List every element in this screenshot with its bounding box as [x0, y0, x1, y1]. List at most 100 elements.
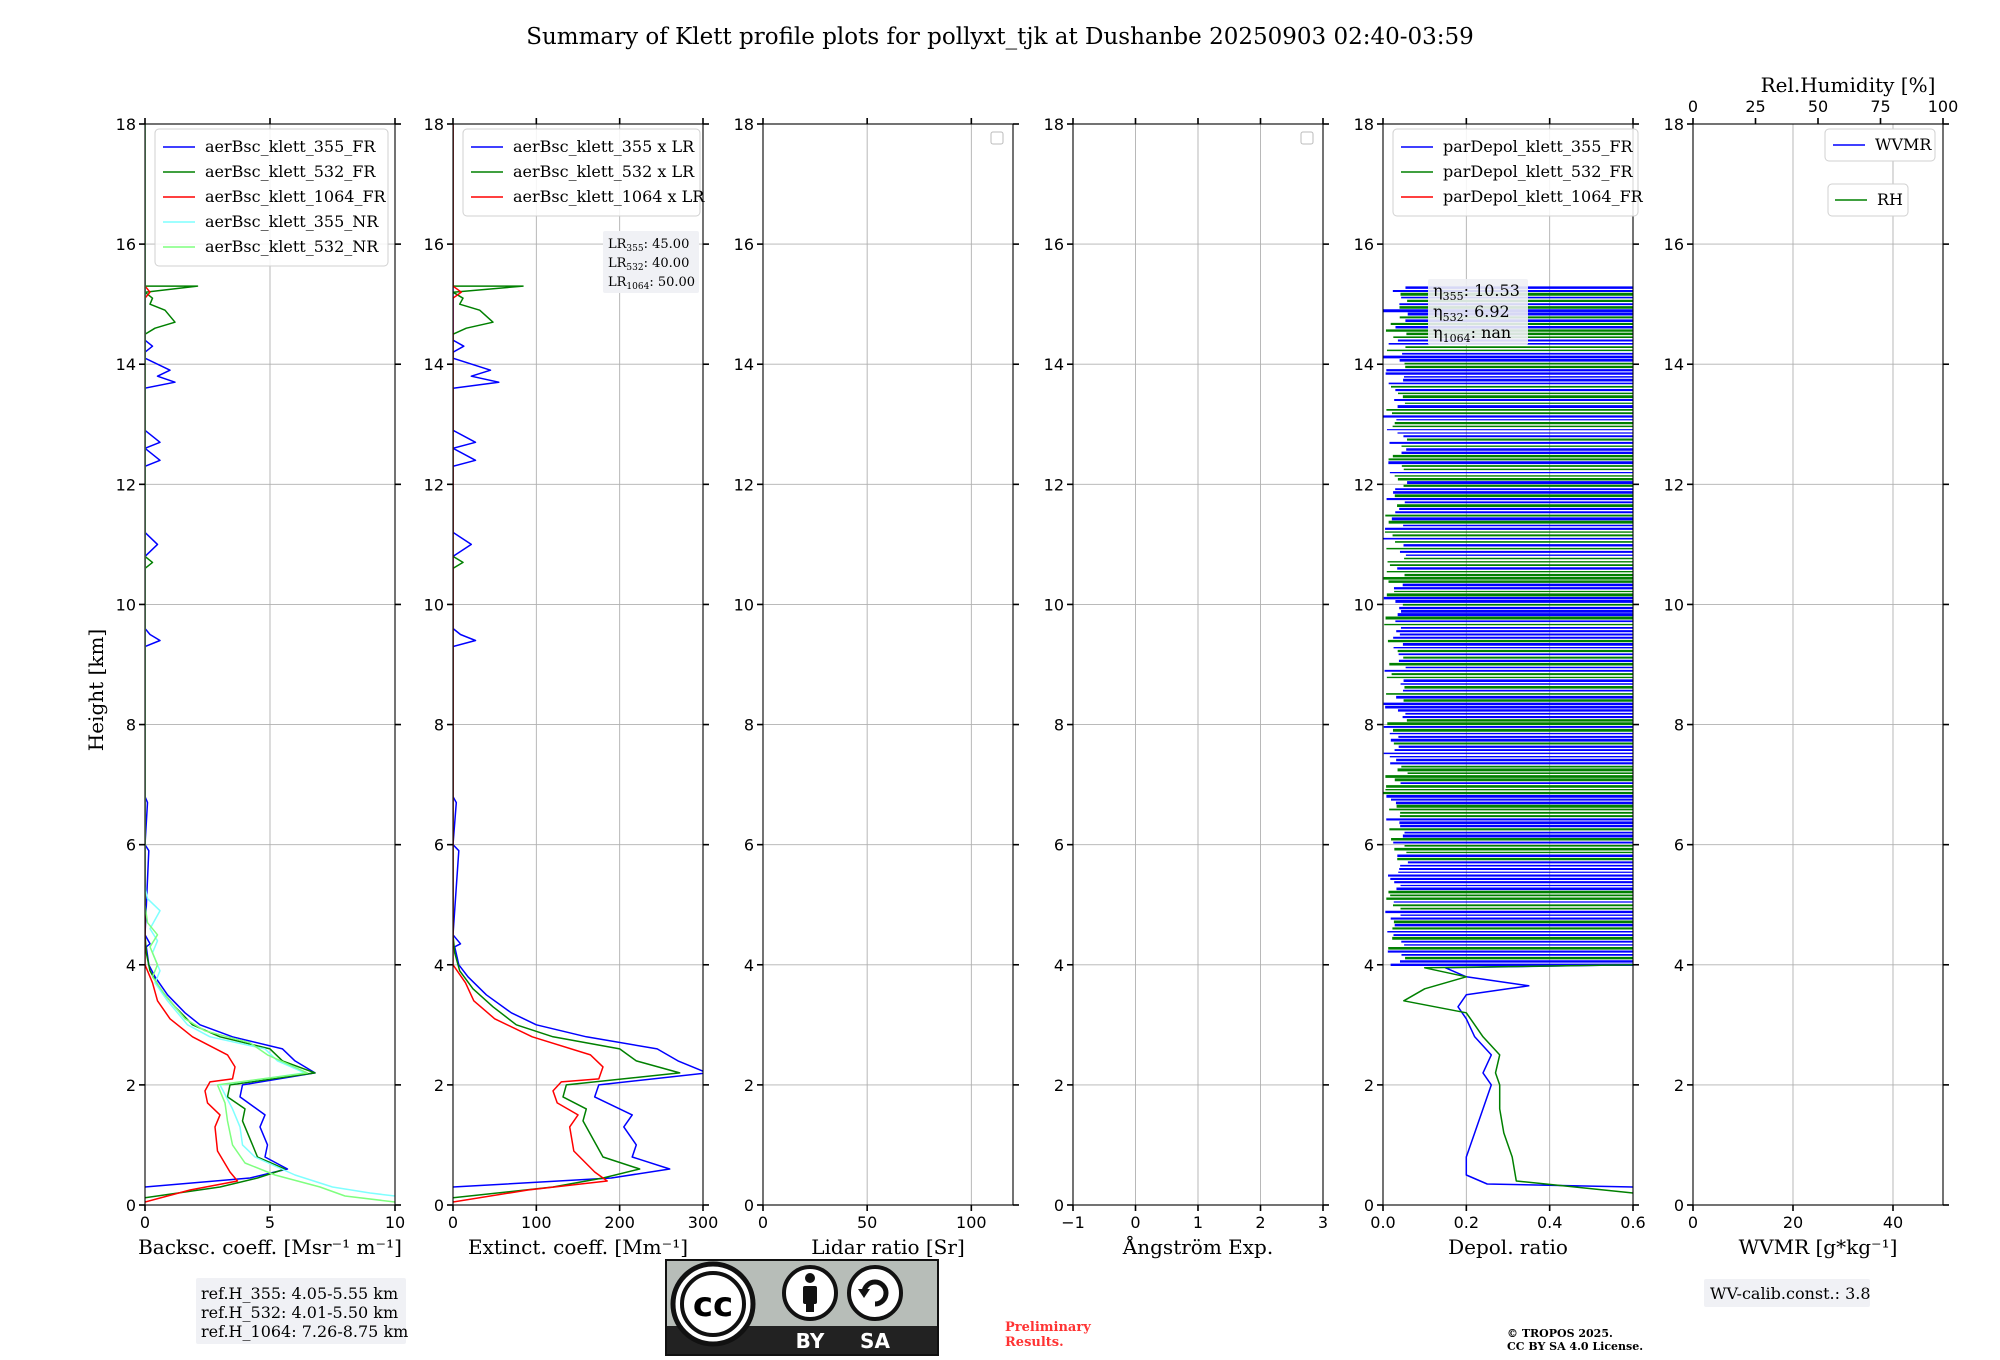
x-tick-label: 10: [385, 1213, 405, 1232]
y-tick-label: 10: [734, 595, 754, 614]
axes-frame: [452, 123, 704, 1206]
y-tick-label: 6: [1364, 836, 1374, 855]
y-tick-label: 16: [424, 235, 444, 254]
y-tick-label: 18: [1044, 115, 1064, 134]
y-tick-label: 16: [1664, 235, 1684, 254]
y-tick-label: 4: [434, 956, 444, 975]
y-tick-label: 0: [126, 1196, 136, 1215]
x-axis-label: Extinct. coeff. [Mm⁻¹]: [468, 1235, 688, 1259]
y-tick-label: 16: [1044, 235, 1064, 254]
x-axis-label: Backsc. coeff. [Msr⁻¹ m⁻¹]: [138, 1235, 402, 1259]
panel-3: 0 2 4 6 8 10 12 14 16 18 0 50 100 Lidar ratio [Sr]: [734, 115, 1019, 1259]
y-tick-label: 8: [1054, 716, 1064, 735]
legend: WVMR RH: [1824, 128, 1936, 217]
x-tick-label: 0.6: [1620, 1213, 1645, 1232]
x-tick-label: 1: [1193, 1213, 1203, 1232]
y-tick-label: 16: [734, 235, 754, 254]
y-tick-label: 14: [734, 355, 754, 374]
attribution-icon: [782, 1265, 838, 1321]
annotation-box: [1428, 279, 1528, 345]
x-axis-label: WVMR [g*kg⁻¹]: [1739, 1235, 1898, 1259]
legend-box-rh: [1827, 183, 1909, 217]
x-tick-label: 0.4: [1537, 1213, 1562, 1232]
top-x-tick-label: 100: [1928, 97, 1959, 116]
x-axis-label: Lidar ratio [Sr]: [811, 1235, 965, 1259]
legend-entry: aerBsc_klett_532_FR: [205, 162, 376, 181]
series-line-aerBsc_klett_355 x LR: [453, 124, 703, 1188]
legend-box: [462, 128, 701, 217]
y-tick-label: 6: [434, 836, 444, 855]
y-tick-label: 10: [1664, 595, 1684, 614]
sa-badge-text: SA: [860, 1329, 890, 1353]
y-tick-label: 2: [1054, 1076, 1064, 1095]
preliminary-text-line1: Preliminary: [1005, 1320, 1091, 1335]
wv-calib-text: WV-calib.const.: 3.8: [1710, 1284, 1871, 1303]
y-tick-label: 2: [434, 1076, 444, 1095]
lidar-ratio-annotation: LR355: 45.00 LR532: 40.00 LR1064: 50.00: [603, 231, 699, 293]
ref-height-532: ref.H_532: 4.01-5.50 km: [201, 1303, 398, 1322]
y-tick-label: 8: [434, 716, 444, 735]
x-tick-label: 100: [521, 1213, 552, 1232]
y-tick-label: 16: [1354, 235, 1374, 254]
y-tick-label: 18: [424, 115, 444, 134]
y-tick-label: 2: [1674, 1076, 1684, 1095]
x-tick-label: 300: [688, 1213, 719, 1232]
y-tick-label: 4: [1054, 956, 1064, 975]
figure-title: Summary of Klett profile plots for polly…: [526, 24, 1474, 50]
legend-entry: WVMR: [1875, 135, 1932, 154]
top-x-axis-label: Rel.Humidity [%]: [1761, 73, 1936, 97]
legend-entry: aerBsc_klett_355 x LR: [513, 137, 695, 156]
y-tick-label: 8: [744, 716, 754, 735]
y-tick-label: 2: [126, 1076, 136, 1095]
legend-box: [154, 128, 389, 267]
copyright-line1: © TROPOS 2025.: [1507, 1327, 1613, 1340]
empty-legend-box: [1300, 131, 1314, 145]
y-tick-label: 18: [734, 115, 754, 134]
top-x-tick-label: 75: [1870, 97, 1890, 116]
share-alike-icon: [847, 1265, 903, 1321]
annotation-text: LR532: 40.00: [608, 256, 689, 273]
ref-heights-box: ref.H_355: 4.05-5.55 km ref.H_532: 4.01-…: [196, 1278, 408, 1344]
x-tick-label: 2: [1255, 1213, 1265, 1232]
legend-entry: aerBsc_klett_532_NR: [205, 237, 379, 256]
x-tick-label: −1: [1061, 1213, 1085, 1232]
annotation-text: LR1064: 50.00: [608, 275, 695, 292]
y-tick-label: 12: [734, 475, 754, 494]
axes-frame: [762, 123, 1014, 1206]
axes-frame: [1382, 123, 1634, 1206]
y-tick-label: 6: [1674, 836, 1684, 855]
x-tick-label: 0: [1688, 1213, 1698, 1232]
x-axis-label: Depol. ratio: [1448, 1235, 1568, 1259]
legend-entry: aerBsc_klett_1064_FR: [205, 187, 387, 206]
x-tick-label: 0: [448, 1213, 458, 1232]
legend-entry: aerBsc_klett_355_FR: [205, 137, 376, 156]
y-tick-label: 0: [744, 1196, 754, 1215]
plot-area: [1383, 286, 1633, 1194]
series-line-aerBsc_klett_532_NR: [145, 124, 395, 1203]
legend: aerBsc_klett_355_FR aerBsc_klett_532_FRae…: [154, 128, 389, 267]
depol-noise-lines: [1383, 286, 1633, 966]
y-tick-label: 6: [744, 836, 754, 855]
panel-5: 0 2 4 6 8 10 12 14 16 18 0.0 0.2 0.4 0.6 Depol. ratio p…: [1354, 115, 1646, 1259]
y-axis-label: Height [km]: [84, 629, 108, 751]
y-tick-label: 18: [116, 115, 136, 134]
y-tick-label: 10: [424, 595, 444, 614]
wv-calib-box: WV-calib.const.: 3.8: [1704, 1279, 1871, 1307]
cc-by-sa-badge: cc BY SA: [665, 1259, 939, 1356]
series-line-aerBsc_klett_355_NR: [145, 124, 395, 1197]
x-tick-label: 0: [140, 1213, 150, 1232]
x-axis-label: Ångström Exp.: [1122, 1234, 1273, 1259]
series-line-aerBsc_klett_355_FR: [145, 124, 316, 1188]
annotation-box: [603, 231, 699, 293]
top-x-tick-label: 25: [1745, 97, 1765, 116]
legend-entry: parDepol_klett_355_FR: [1443, 137, 1634, 156]
y-tick-label: 18: [1354, 115, 1374, 134]
x-tick-label: 0.2: [1454, 1213, 1479, 1232]
y-tick-label: 12: [1664, 475, 1684, 494]
